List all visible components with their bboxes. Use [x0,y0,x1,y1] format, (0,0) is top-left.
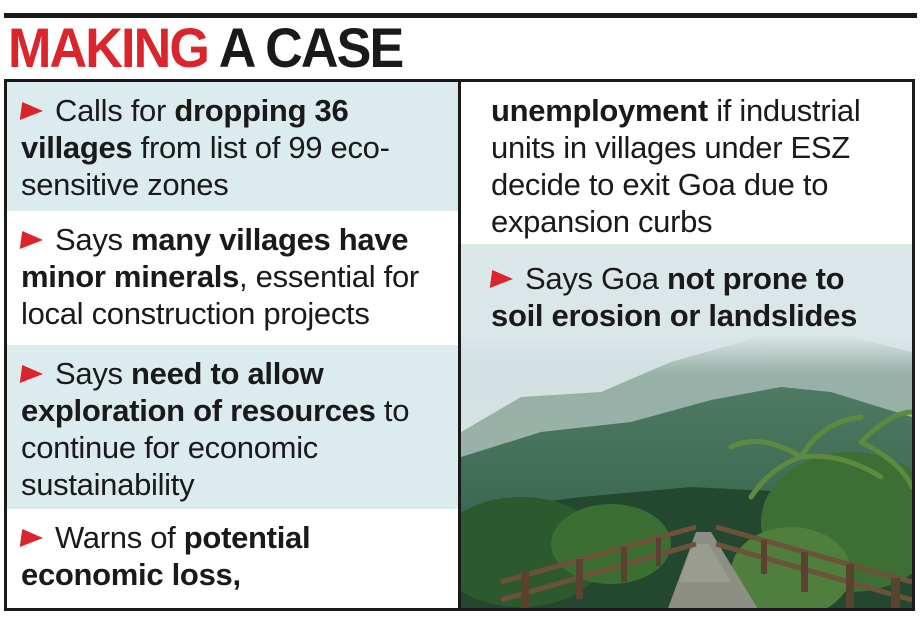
left-column: Calls for dropping 36 villages from list… [7,82,458,608]
item-emphasis: need to allow exploration of resources [21,356,376,428]
item-emphasis: not prone to soil erosion or landslides [491,261,858,333]
item-emphasis: dropping 36 villages [21,93,349,165]
item-emphasis: unemployment [491,93,708,128]
headline: MAKING A CASE [8,16,405,79]
red-arrow-icon [19,231,45,249]
red-arrow-icon [19,365,45,383]
headline-part-red: MAKING [8,16,210,79]
continued-text-block: unemployment if industrial units in vill… [461,82,912,244]
item-text: Says many villages have minor minerals, … [19,222,419,331]
list-item: Calls for dropping 36 villages from list… [7,82,458,211]
red-arrow-icon [489,270,515,288]
item-text: Warns of potential economic loss, [19,520,311,592]
list-item: Says need to allow exploration of resour… [7,345,458,509]
item-emphasis: potential economic loss, [21,520,311,592]
red-arrow-icon [19,102,45,120]
content-frame: Calls for dropping 36 villages from list… [4,79,915,611]
item-text: Says need to allow exploration of resour… [19,356,410,502]
item-text: Says Goa not prone to soil erosion or la… [489,261,858,333]
list-item: Says many villages have minor minerals, … [7,211,458,345]
right-column: unemployment if industrial units in vill… [461,82,912,608]
red-arrow-icon [19,529,45,547]
headline-part-black: A CASE [218,16,405,79]
column-divider [458,82,461,608]
item-emphasis: many villages have minor minerals [21,222,409,294]
top-rule [4,13,917,18]
list-item: Says Goa not prone to soil erosion or la… [461,244,912,374]
list-item: Warns of potential economic loss, [7,509,458,608]
item-text-continued: unemployment if industrial units in vill… [491,93,861,239]
item-text: Calls for dropping 36 villages from list… [19,93,390,202]
